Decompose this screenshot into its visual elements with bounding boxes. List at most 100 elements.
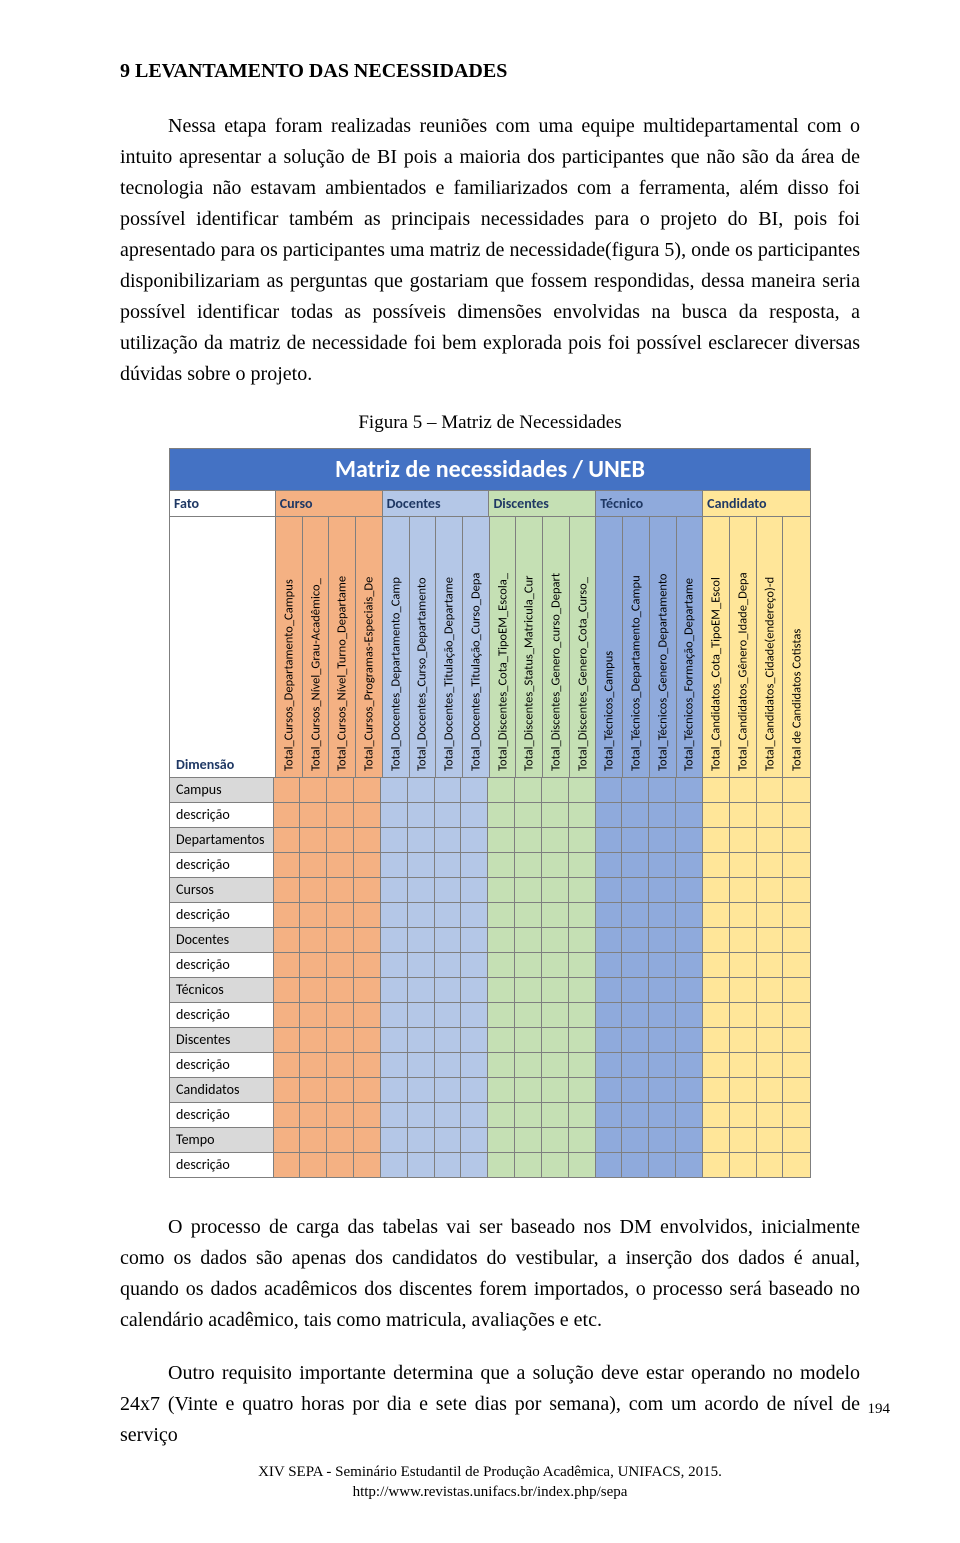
matrix-cell [354, 1078, 381, 1102]
matrix-cell [461, 1103, 488, 1127]
matrix-cell [596, 1003, 623, 1027]
matrix-column-header: Total_Discentes_Genero_Cota_Curso_ [570, 517, 597, 777]
matrix-cell [300, 1003, 327, 1027]
matrix-cell [757, 928, 784, 952]
matrix-cell [354, 1153, 381, 1177]
matrix-group-header: Docentes [383, 491, 490, 516]
matrix-cell [408, 1028, 435, 1052]
matrix-cell [622, 903, 649, 927]
matrix-cell [274, 953, 301, 977]
matrix-cell [300, 903, 327, 927]
figure-caption: Figura 5 – Matriz de Necessidades [120, 412, 860, 434]
matrix-cell [783, 1078, 810, 1102]
matrix-cell [274, 1053, 301, 1077]
matrix-cell [488, 853, 515, 877]
matrix-cell [515, 1128, 542, 1152]
matrix-cell [676, 1053, 703, 1077]
matrix-cell [757, 978, 784, 1002]
matrix-cell [783, 1003, 810, 1027]
matrix-cell [596, 928, 623, 952]
matrix-cell [783, 1028, 810, 1052]
matrix-cell [676, 1103, 703, 1127]
matrix-cell [461, 928, 488, 952]
matrix-cell [435, 1153, 462, 1177]
matrix-cell [461, 1128, 488, 1152]
matrix-cell [783, 903, 810, 927]
matrix-cell [703, 1128, 730, 1152]
matrix-cell [435, 978, 462, 1002]
matrix-cell [274, 1078, 301, 1102]
matrix-cell [757, 953, 784, 977]
matrix-cell [596, 953, 623, 977]
matrix-cell [730, 778, 757, 802]
matrix-cell [649, 853, 676, 877]
matrix-cell [327, 1053, 354, 1077]
matrix-cell [354, 978, 381, 1002]
matrix-cell [649, 828, 676, 852]
matrix-column-header: Total_Cursos_Nível_Grau-Acadêmico_ [303, 517, 330, 777]
matrix-cell [408, 853, 435, 877]
matrix-dim-row: Técnicos [170, 978, 810, 1003]
matrix-cell [327, 928, 354, 952]
matrix-cell [354, 878, 381, 902]
matrix-cell [488, 1028, 515, 1052]
matrix-cell [622, 1153, 649, 1177]
matrix-rotated-row: DimensãoTotal_Cursos_Departamento_Campus… [170, 517, 810, 778]
matrix-cell [327, 1103, 354, 1127]
matrix-cell [783, 853, 810, 877]
matrix-cell [461, 1153, 488, 1177]
matrix-cell [408, 1128, 435, 1152]
matrix-cell [274, 1103, 301, 1127]
matrix-cell [327, 1128, 354, 1152]
matrix-cell [435, 903, 462, 927]
matrix-dim-label: Docentes [170, 928, 274, 952]
matrix-cell [408, 1078, 435, 1102]
matrix-cell [649, 903, 676, 927]
matrix-cell [327, 853, 354, 877]
matrix-cell [274, 978, 301, 1002]
matrix-cell [757, 1053, 784, 1077]
matrix-cell [435, 828, 462, 852]
matrix-cell [622, 928, 649, 952]
matrix-dim-row: descrição [170, 853, 810, 878]
matrix-cell [300, 1078, 327, 1102]
matrix-title: Matriz de necessidades / UNEB [170, 449, 810, 491]
matrix-cell [676, 903, 703, 927]
matrix-cell [435, 1078, 462, 1102]
matrix-cell [649, 778, 676, 802]
matrix-cell [596, 828, 623, 852]
matrix-cell [515, 1103, 542, 1127]
matrix-dim-label: Discentes [170, 1028, 274, 1052]
matrix-cell [730, 1003, 757, 1027]
matrix-cell [569, 803, 596, 827]
matrix-cell [730, 1128, 757, 1152]
matrix-cell [730, 1028, 757, 1052]
matrix-cell [488, 1003, 515, 1027]
matrix-dim-label: Campus [170, 778, 274, 802]
matrix-column-header: Total_Técnicos_Campus [596, 517, 623, 777]
matrix-column-header: Total_Candidatos_Cidade(endereço)-d [757, 517, 784, 777]
matrix-cell [622, 1003, 649, 1027]
matrix-column-header: Total_Docentes_Titulação_Departame [436, 517, 463, 777]
matrix-cell [327, 953, 354, 977]
matrix-cell [542, 1128, 569, 1152]
matrix-cell [676, 978, 703, 1002]
matrix-cell [596, 1128, 623, 1152]
matrix-cell [622, 803, 649, 827]
matrix-cell [757, 903, 784, 927]
matrix-cell [622, 1078, 649, 1102]
matrix-cell [381, 803, 408, 827]
matrix-dim-label: Cursos [170, 878, 274, 902]
matrix-cell [435, 878, 462, 902]
matrix-cell [730, 828, 757, 852]
matrix-dim-label: Técnicos [170, 978, 274, 1002]
matrix-cell [354, 903, 381, 927]
matrix-cell [569, 928, 596, 952]
matrix-cell [783, 878, 810, 902]
matrix-dim-row: descrição [170, 903, 810, 928]
matrix-cell [596, 878, 623, 902]
page: 9 LEVANTAMENTO DAS NECESSIDADES Nessa et… [0, 0, 960, 1543]
matrix-cell [676, 953, 703, 977]
matrix-cell [730, 953, 757, 977]
matrix-cell [435, 1028, 462, 1052]
